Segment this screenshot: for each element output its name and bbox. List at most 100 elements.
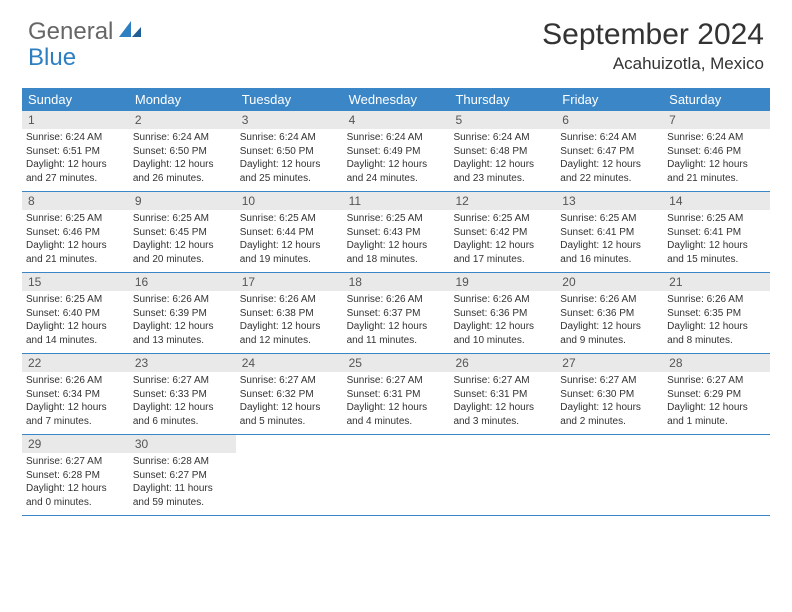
day-cell: 20Sunrise: 6:26 AMSunset: 6:36 PMDayligh… xyxy=(556,273,663,353)
day-body: Sunrise: 6:24 AMSunset: 6:46 PMDaylight:… xyxy=(663,129,770,185)
day-body: Sunrise: 6:27 AMSunset: 6:30 PMDaylight:… xyxy=(556,372,663,428)
logo-text-general: General xyxy=(28,18,113,46)
day-number: 16 xyxy=(129,273,236,291)
day-number: 10 xyxy=(236,192,343,210)
logo-sail-icon xyxy=(117,18,143,46)
daylight-line-1: Daylight: 12 hours xyxy=(26,401,125,415)
sunset-line: Sunset: 6:45 PM xyxy=(133,226,232,240)
sunset-line: Sunset: 6:30 PM xyxy=(560,388,659,402)
sunrise-line: Sunrise: 6:27 AM xyxy=(667,374,766,388)
daylight-line-1: Daylight: 12 hours xyxy=(240,158,339,172)
sunrise-line: Sunrise: 6:26 AM xyxy=(667,293,766,307)
day-number: 21 xyxy=(663,273,770,291)
sunrise-line: Sunrise: 6:26 AM xyxy=(133,293,232,307)
day-body: Sunrise: 6:26 AMSunset: 6:35 PMDaylight:… xyxy=(663,291,770,347)
sunset-line: Sunset: 6:49 PM xyxy=(347,145,446,159)
location: Acahuizotla, Mexico xyxy=(542,54,764,74)
day-body: Sunrise: 6:27 AMSunset: 6:31 PMDaylight:… xyxy=(343,372,450,428)
day-cell: 24Sunrise: 6:27 AMSunset: 6:32 PMDayligh… xyxy=(236,354,343,434)
day-number: 5 xyxy=(449,111,556,129)
day-number: 14 xyxy=(663,192,770,210)
day-cell: 12Sunrise: 6:25 AMSunset: 6:42 PMDayligh… xyxy=(449,192,556,272)
day-number: 30 xyxy=(129,435,236,453)
day-number: 22 xyxy=(22,354,129,372)
daylight-line-2: and 16 minutes. xyxy=(560,253,659,267)
day-number: 1 xyxy=(22,111,129,129)
day-cell: 17Sunrise: 6:26 AMSunset: 6:38 PMDayligh… xyxy=(236,273,343,353)
sunset-line: Sunset: 6:33 PM xyxy=(133,388,232,402)
week-row: 22Sunrise: 6:26 AMSunset: 6:34 PMDayligh… xyxy=(22,354,770,435)
week-row: 1Sunrise: 6:24 AMSunset: 6:51 PMDaylight… xyxy=(22,111,770,192)
sunrise-line: Sunrise: 6:24 AM xyxy=(133,131,232,145)
sunset-line: Sunset: 6:40 PM xyxy=(26,307,125,321)
daylight-line-2: and 23 minutes. xyxy=(453,172,552,186)
day-cell: 1Sunrise: 6:24 AMSunset: 6:51 PMDaylight… xyxy=(22,111,129,191)
sunrise-line: Sunrise: 6:25 AM xyxy=(667,212,766,226)
daylight-line-1: Daylight: 12 hours xyxy=(453,401,552,415)
day-body: Sunrise: 6:24 AMSunset: 6:51 PMDaylight:… xyxy=(22,129,129,185)
day-cell: 23Sunrise: 6:27 AMSunset: 6:33 PMDayligh… xyxy=(129,354,236,434)
daylight-line-1: Daylight: 12 hours xyxy=(453,320,552,334)
sunrise-line: Sunrise: 6:24 AM xyxy=(560,131,659,145)
sunrise-line: Sunrise: 6:27 AM xyxy=(347,374,446,388)
daylight-line-2: and 20 minutes. xyxy=(133,253,232,267)
daylight-line-2: and 21 minutes. xyxy=(26,253,125,267)
sunset-line: Sunset: 6:37 PM xyxy=(347,307,446,321)
day-body: Sunrise: 6:27 AMSunset: 6:29 PMDaylight:… xyxy=(663,372,770,428)
daylight-line-1: Daylight: 12 hours xyxy=(26,239,125,253)
day-cell: 21Sunrise: 6:26 AMSunset: 6:35 PMDayligh… xyxy=(663,273,770,353)
day-cell: 14Sunrise: 6:25 AMSunset: 6:41 PMDayligh… xyxy=(663,192,770,272)
day-number: 12 xyxy=(449,192,556,210)
day-number: 18 xyxy=(343,273,450,291)
day-body: Sunrise: 6:25 AMSunset: 6:41 PMDaylight:… xyxy=(663,210,770,266)
day-cell: 9Sunrise: 6:25 AMSunset: 6:45 PMDaylight… xyxy=(129,192,236,272)
day-body: Sunrise: 6:25 AMSunset: 6:46 PMDaylight:… xyxy=(22,210,129,266)
sunset-line: Sunset: 6:46 PM xyxy=(667,145,766,159)
day-number: 13 xyxy=(556,192,663,210)
daylight-line-2: and 6 minutes. xyxy=(133,415,232,429)
title-block: September 2024 Acahuizotla, Mexico xyxy=(542,18,764,74)
sunrise-line: Sunrise: 6:24 AM xyxy=(453,131,552,145)
sunrise-line: Sunrise: 6:26 AM xyxy=(453,293,552,307)
day-body: Sunrise: 6:26 AMSunset: 6:34 PMDaylight:… xyxy=(22,372,129,428)
logo: General xyxy=(28,18,143,46)
week-row: 29Sunrise: 6:27 AMSunset: 6:28 PMDayligh… xyxy=(22,435,770,516)
day-body: Sunrise: 6:27 AMSunset: 6:31 PMDaylight:… xyxy=(449,372,556,428)
daylight-line-2: and 11 minutes. xyxy=(347,334,446,348)
sunset-line: Sunset: 6:43 PM xyxy=(347,226,446,240)
sunset-line: Sunset: 6:31 PM xyxy=(453,388,552,402)
day-cell: 10Sunrise: 6:25 AMSunset: 6:44 PMDayligh… xyxy=(236,192,343,272)
month-title: September 2024 xyxy=(542,18,764,52)
day-body: Sunrise: 6:27 AMSunset: 6:33 PMDaylight:… xyxy=(129,372,236,428)
sunrise-line: Sunrise: 6:27 AM xyxy=(453,374,552,388)
daylight-line-2: and 25 minutes. xyxy=(240,172,339,186)
daylight-line-2: and 0 minutes. xyxy=(26,496,125,510)
daylight-line-1: Daylight: 12 hours xyxy=(667,158,766,172)
day-body: Sunrise: 6:25 AMSunset: 6:41 PMDaylight:… xyxy=(556,210,663,266)
day-body: Sunrise: 6:27 AMSunset: 6:28 PMDaylight:… xyxy=(22,453,129,509)
day-body: Sunrise: 6:26 AMSunset: 6:38 PMDaylight:… xyxy=(236,291,343,347)
day-cell: 30Sunrise: 6:28 AMSunset: 6:27 PMDayligh… xyxy=(129,435,236,515)
daylight-line-1: Daylight: 12 hours xyxy=(667,320,766,334)
empty-cell xyxy=(236,435,343,515)
day-number: 28 xyxy=(663,354,770,372)
day-body: Sunrise: 6:27 AMSunset: 6:32 PMDaylight:… xyxy=(236,372,343,428)
sunset-line: Sunset: 6:29 PM xyxy=(667,388,766,402)
daylight-line-2: and 22 minutes. xyxy=(560,172,659,186)
sunrise-line: Sunrise: 6:26 AM xyxy=(26,374,125,388)
day-body: Sunrise: 6:24 AMSunset: 6:50 PMDaylight:… xyxy=(129,129,236,185)
sunset-line: Sunset: 6:50 PM xyxy=(240,145,339,159)
daylight-line-1: Daylight: 12 hours xyxy=(347,239,446,253)
day-cell: 28Sunrise: 6:27 AMSunset: 6:29 PMDayligh… xyxy=(663,354,770,434)
sunset-line: Sunset: 6:41 PM xyxy=(560,226,659,240)
daylight-line-1: Daylight: 12 hours xyxy=(560,158,659,172)
daylight-line-2: and 19 minutes. xyxy=(240,253,339,267)
sunrise-line: Sunrise: 6:25 AM xyxy=(453,212,552,226)
day-body: Sunrise: 6:25 AMSunset: 6:45 PMDaylight:… xyxy=(129,210,236,266)
daylight-line-2: and 8 minutes. xyxy=(667,334,766,348)
daylight-line-2: and 24 minutes. xyxy=(347,172,446,186)
daylight-line-2: and 14 minutes. xyxy=(26,334,125,348)
day-cell: 26Sunrise: 6:27 AMSunset: 6:31 PMDayligh… xyxy=(449,354,556,434)
sunset-line: Sunset: 6:48 PM xyxy=(453,145,552,159)
sunset-line: Sunset: 6:34 PM xyxy=(26,388,125,402)
